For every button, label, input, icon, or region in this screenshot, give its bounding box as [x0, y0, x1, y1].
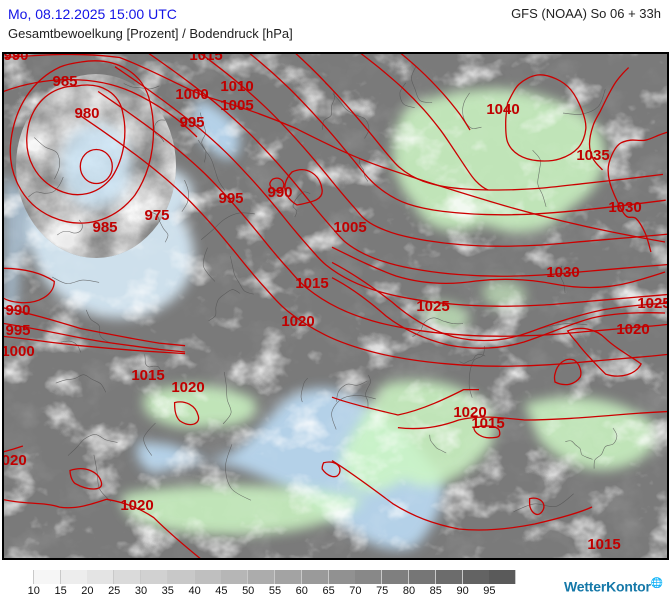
- svg-text:1015: 1015: [295, 275, 328, 292]
- svg-text:985: 985: [52, 73, 77, 90]
- svg-text:995: 995: [218, 190, 243, 207]
- svg-text:1030: 1030: [608, 199, 641, 216]
- svg-text:985: 985: [92, 219, 117, 236]
- svg-text:1005: 1005: [333, 219, 366, 236]
- svg-text:1015: 1015: [189, 54, 222, 64]
- svg-text:1020: 1020: [4, 452, 27, 469]
- svg-text:990: 990: [267, 184, 292, 201]
- svg-text:975: 975: [144, 207, 169, 224]
- svg-text:1015: 1015: [471, 415, 504, 432]
- svg-text:980: 980: [74, 105, 99, 122]
- svg-text:1025: 1025: [637, 295, 667, 312]
- svg-text:1000: 1000: [4, 343, 35, 360]
- svg-text:1010: 1010: [220, 78, 253, 95]
- svg-text:1005: 1005: [220, 97, 253, 114]
- svg-text:995: 995: [5, 322, 30, 339]
- svg-text:1000: 1000: [175, 86, 208, 103]
- svg-text:1020: 1020: [171, 379, 204, 396]
- svg-text:1040: 1040: [486, 101, 519, 118]
- svg-text:1020: 1020: [281, 313, 314, 330]
- svg-text:1015: 1015: [131, 367, 164, 384]
- svg-text:995: 995: [179, 114, 204, 131]
- svg-text:1020: 1020: [120, 497, 153, 514]
- svg-text:1015: 1015: [587, 536, 620, 553]
- svg-text:1020: 1020: [616, 321, 649, 338]
- svg-text:1030: 1030: [546, 264, 579, 281]
- svg-text:990: 990: [5, 302, 30, 319]
- svg-text:990: 990: [4, 54, 29, 64]
- svg-text:1025: 1025: [416, 298, 449, 315]
- svg-text:1035: 1035: [576, 147, 609, 164]
